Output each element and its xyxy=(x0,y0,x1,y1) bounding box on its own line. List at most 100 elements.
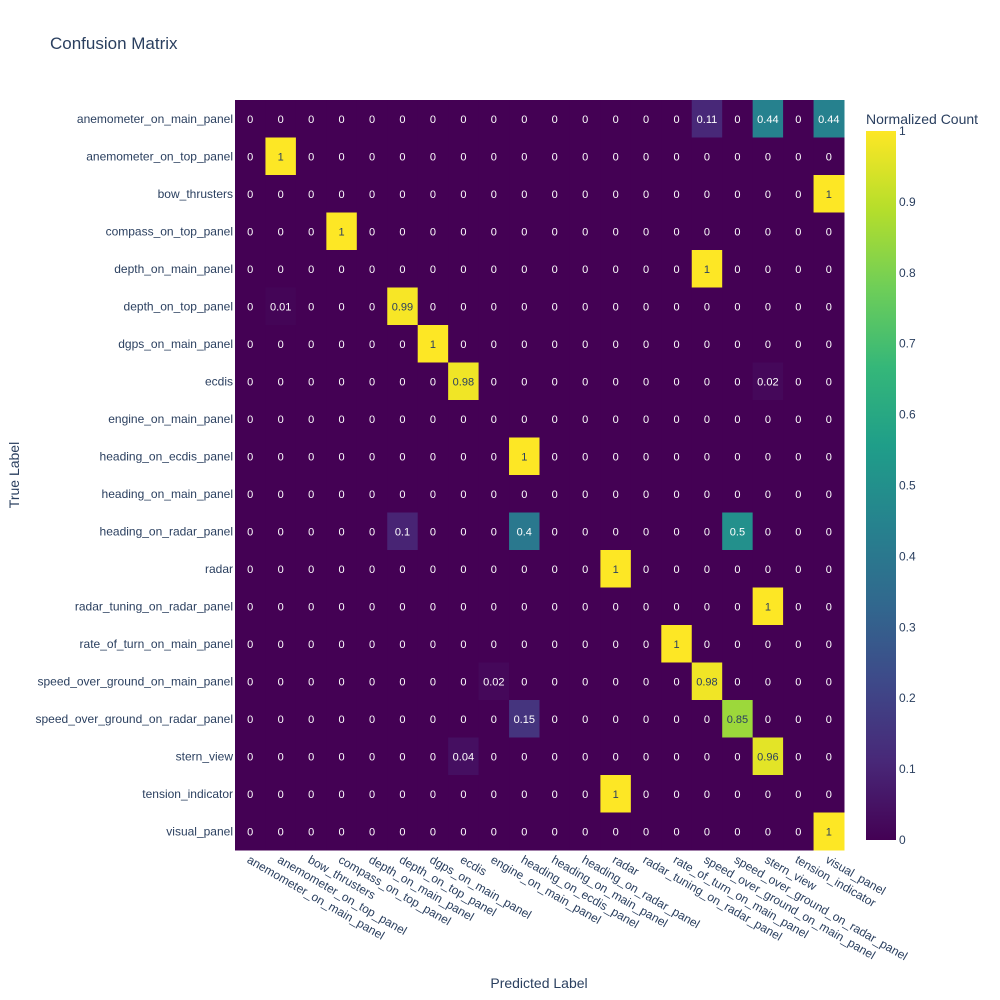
cell-value-label: 0 xyxy=(339,451,345,463)
heatmap-cell xyxy=(478,287,510,326)
heatmap-cell xyxy=(600,137,632,176)
heatmap-cell xyxy=(478,625,510,663)
heatmap-cell xyxy=(417,362,449,401)
heatmap-cell xyxy=(509,437,540,476)
heatmap-cell xyxy=(235,812,266,851)
heatmap-cell xyxy=(356,737,388,776)
colorbar-tick-label: 0.3 xyxy=(899,620,916,634)
cell-value-label: 0 xyxy=(552,564,558,576)
heatmap-cell xyxy=(600,175,632,213)
heatmap-cell xyxy=(417,662,449,701)
cell-value-label: 1 xyxy=(826,189,832,201)
heatmap-cell xyxy=(417,100,449,138)
heatmap-cell xyxy=(387,437,419,476)
heatmap-cell xyxy=(295,287,327,326)
heatmap-cell xyxy=(630,137,662,176)
heatmap-cell xyxy=(387,662,419,701)
heatmap-cell xyxy=(478,512,510,551)
cell-value-label: 0.85 xyxy=(727,714,748,726)
cell-value-label: 0 xyxy=(430,751,436,763)
cell-value-label: 0 xyxy=(339,301,345,313)
heatmap-cell xyxy=(417,812,449,851)
cell-value-label: 0 xyxy=(673,264,679,276)
heatmap-cell xyxy=(478,475,510,513)
heatmap-cell xyxy=(326,362,358,401)
heatmap-cell xyxy=(265,287,297,326)
cell-value-label: 0 xyxy=(247,264,253,276)
cell-value-label: 0 xyxy=(460,639,466,651)
cell-value-label: 0 xyxy=(765,489,771,501)
heatmap-cell xyxy=(265,512,297,551)
heatmap-cell xyxy=(722,325,754,363)
cell-value-label: 0 xyxy=(795,489,801,501)
cell-value-label: 0 xyxy=(308,301,314,313)
heatmap-cell xyxy=(539,625,571,663)
cell-value-label: 0 xyxy=(826,601,832,613)
heatmap-cell xyxy=(265,137,297,176)
y-tick-label: rate_of_turn_on_main_panel xyxy=(80,637,233,651)
heatmap-cell xyxy=(295,175,327,213)
heatmap-cell xyxy=(569,362,601,401)
cell-value-label: 0 xyxy=(339,601,345,613)
cell-value-label: 0 xyxy=(430,826,436,838)
cell-value-label: 0 xyxy=(582,789,588,801)
cell-value-label: 0 xyxy=(673,714,679,726)
heatmap-cell xyxy=(478,250,510,288)
heatmap-cell xyxy=(509,400,540,438)
heatmap-cell xyxy=(722,437,754,476)
heatmap-cell xyxy=(235,437,266,476)
heatmap-cell xyxy=(417,212,449,251)
cell-value-label: 0 xyxy=(643,339,649,351)
heatmap-cell xyxy=(539,812,571,851)
cell-value-label: 0 xyxy=(613,526,619,538)
heatmap-cell xyxy=(326,587,358,626)
heatmap-cell xyxy=(417,512,449,551)
heatmap-cell xyxy=(813,737,845,776)
cell-value-label: 0 xyxy=(521,301,527,313)
cell-value-label: 0 xyxy=(704,226,710,238)
cell-value-label: 0.01 xyxy=(270,301,291,313)
heatmap-cell xyxy=(813,137,845,176)
heatmap-cell xyxy=(691,325,723,363)
heatmap-cell xyxy=(478,700,510,738)
heatmap-cell xyxy=(509,775,540,813)
heatmap-cell xyxy=(265,737,297,776)
heatmap-cell xyxy=(478,550,510,588)
cell-value-label: 0 xyxy=(734,451,740,463)
heatmap-cell xyxy=(265,625,297,663)
cell-value-label: 0 xyxy=(613,451,619,463)
y-tick-label: speed_over_ground_on_radar_panel xyxy=(36,712,234,726)
heatmap-cell xyxy=(722,250,754,288)
cell-value-label: 0 xyxy=(460,114,466,126)
cell-value-label: 0 xyxy=(521,226,527,238)
cell-value-label: 0 xyxy=(734,489,740,501)
cell-value-label: 0 xyxy=(552,301,558,313)
cell-value-label: 0 xyxy=(826,639,832,651)
heatmap-cell xyxy=(569,775,601,813)
heatmap-cell xyxy=(417,175,449,213)
cell-value-label: 0 xyxy=(643,414,649,426)
heatmap-cell xyxy=(509,737,540,776)
heatmap-cell xyxy=(356,512,388,551)
heatmap-cell xyxy=(235,775,266,813)
cell-value-label: 0 xyxy=(399,676,405,688)
cell-value-label: 0 xyxy=(399,339,405,351)
cell-value-label: 0 xyxy=(765,151,771,163)
heatmap-cell xyxy=(813,175,845,213)
cell-value-label: 0 xyxy=(399,414,405,426)
cell-value-label: 0 xyxy=(765,714,771,726)
heatmap-cell xyxy=(295,737,327,776)
heatmap-cell xyxy=(539,325,571,363)
cell-value-label: 0 xyxy=(521,789,527,801)
cell-value-label: 0 xyxy=(308,826,314,838)
cell-value-label: 0 xyxy=(339,151,345,163)
cell-value-label: 0 xyxy=(704,489,710,501)
heatmap-cell xyxy=(630,175,662,213)
heatmap-cell xyxy=(448,662,480,701)
cell-value-label: 0 xyxy=(704,714,710,726)
chart-title: Confusion Matrix xyxy=(50,34,178,53)
heatmap-cell xyxy=(326,137,358,176)
y-tick-label: radar xyxy=(205,562,233,576)
heatmap-cell xyxy=(813,775,845,813)
cell-value-label: 0 xyxy=(643,676,649,688)
